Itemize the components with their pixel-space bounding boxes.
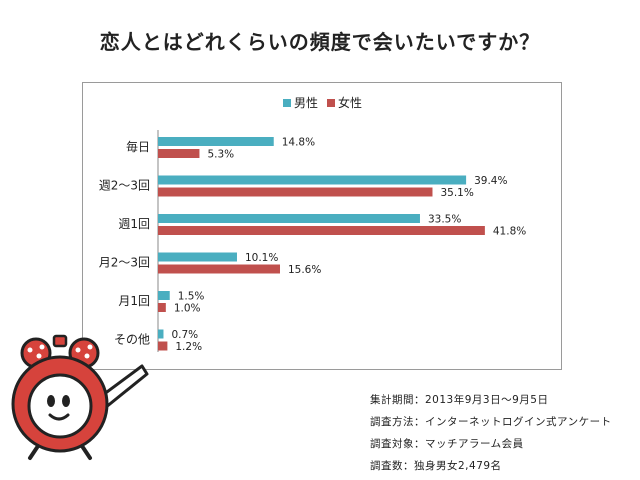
bar-male [158,137,274,146]
mascot-smile [48,413,70,421]
bar-female [158,303,166,312]
footnote-target: 調査対象：マッチアラーム会員 [370,438,524,450]
category-label: 月2〜3回 [99,256,150,270]
mascot-handle [52,334,68,348]
category-label: 月1回 [118,294,150,308]
footnote-method: 調査方法：インターネットログイン式アンケート [370,416,612,428]
data-label-female: 1.2% [175,341,202,353]
data-label-female: 35.1% [440,187,473,199]
page-title: 恋人とはどれくらいの頻度で会いたいですか？ [99,30,541,54]
bar-female [158,264,280,274]
data-label-female: 41.8% [493,226,526,238]
legend-item-male: 男性 [283,94,318,111]
mascot-eye-right [62,395,70,407]
mascot-leg-left [28,444,40,460]
bar-male [158,329,164,339]
bar-female [158,341,168,351]
bar-female [158,149,200,158]
mascot-bell-dots [27,344,93,359]
alarm-clock-mascot [11,334,149,460]
category-label: その他 [114,333,150,347]
mascot-eye-left [47,395,55,407]
legend-label-male: 男性 [294,96,319,110]
data-label-male: 14.8% [282,137,315,149]
category-label: 毎日 [126,139,150,154]
legend-swatch-male [283,98,291,107]
legend-item-female: 女性 [327,94,362,111]
bar-male [158,175,467,185]
legend-label-female: 女性 [338,96,363,110]
legend-swatch-female [327,98,335,107]
footnote-period: 集計期間：2013年9月3日〜9月5日 [370,394,549,406]
footnote-sample: 調査数：独身男女2,479名 [370,460,502,472]
data-label-male: 0.7% [171,329,198,341]
bar-male [158,252,237,262]
data-label-male: 33.5% [428,214,461,226]
mascot-leg-right [80,444,92,460]
mascot-face [27,373,93,439]
category-label: 週2〜3回 [99,179,150,193]
data-label-female: 1.0% [174,303,201,315]
bar-female [158,226,485,235]
data-label-male: 39.4% [474,175,507,187]
data-label-female: 15.6% [288,264,321,276]
bar-male [158,291,170,300]
bar-male [158,214,420,223]
data-label-male: 1.5% [178,291,205,303]
bar-female [158,187,433,197]
data-label-female: 5.3% [207,149,234,161]
category-label: 週1回 [118,217,150,231]
data-label-male: 10.1% [245,252,278,264]
